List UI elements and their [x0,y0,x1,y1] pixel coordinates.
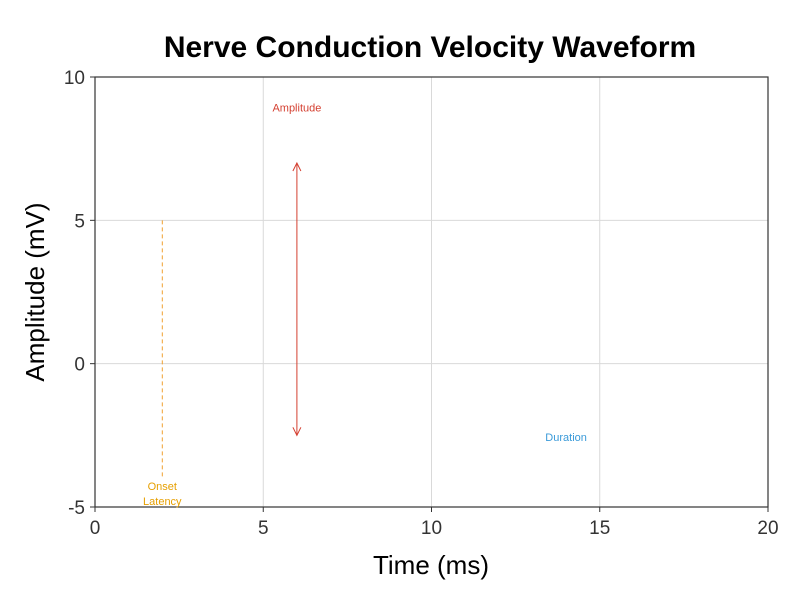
amplitude-arrow-head-bottom [292,427,302,437]
y-tick-label: 10 [64,68,85,89]
annotation-amplitude: Amplitude [272,102,321,114]
y-tick-label: 5 [74,211,85,232]
annotation-line: Amplitude [272,102,321,114]
y-tick-label: -5 [68,498,85,519]
y-tick-label: 0 [74,355,85,376]
amplitude-double-arrow [292,161,302,437]
grid [94,76,769,508]
annotation-onset-latency: Onset Latency [143,481,182,508]
x-tick-label: 15 [589,518,610,539]
x-tick-label: 20 [757,518,778,539]
x-tick-label: 5 [258,518,269,539]
annotation-duration: Duration [545,432,587,444]
amplitude-arrow-head-top [292,161,302,172]
y-axis-title: Amplitude (mV) [20,202,50,381]
x-tick-label: 0 [90,518,101,539]
annotations: Onset Latency Amplitude Duration [143,102,587,507]
x-tick-label: 10 [421,518,442,539]
chart-title: Nerve Conduction Velocity Waveform [164,31,696,64]
annotation-line: Onset [148,481,177,493]
annotation-line: Duration [545,432,587,444]
x-axis-title: Time (ms) [373,550,489,580]
annotation-line: Latency [143,496,182,508]
